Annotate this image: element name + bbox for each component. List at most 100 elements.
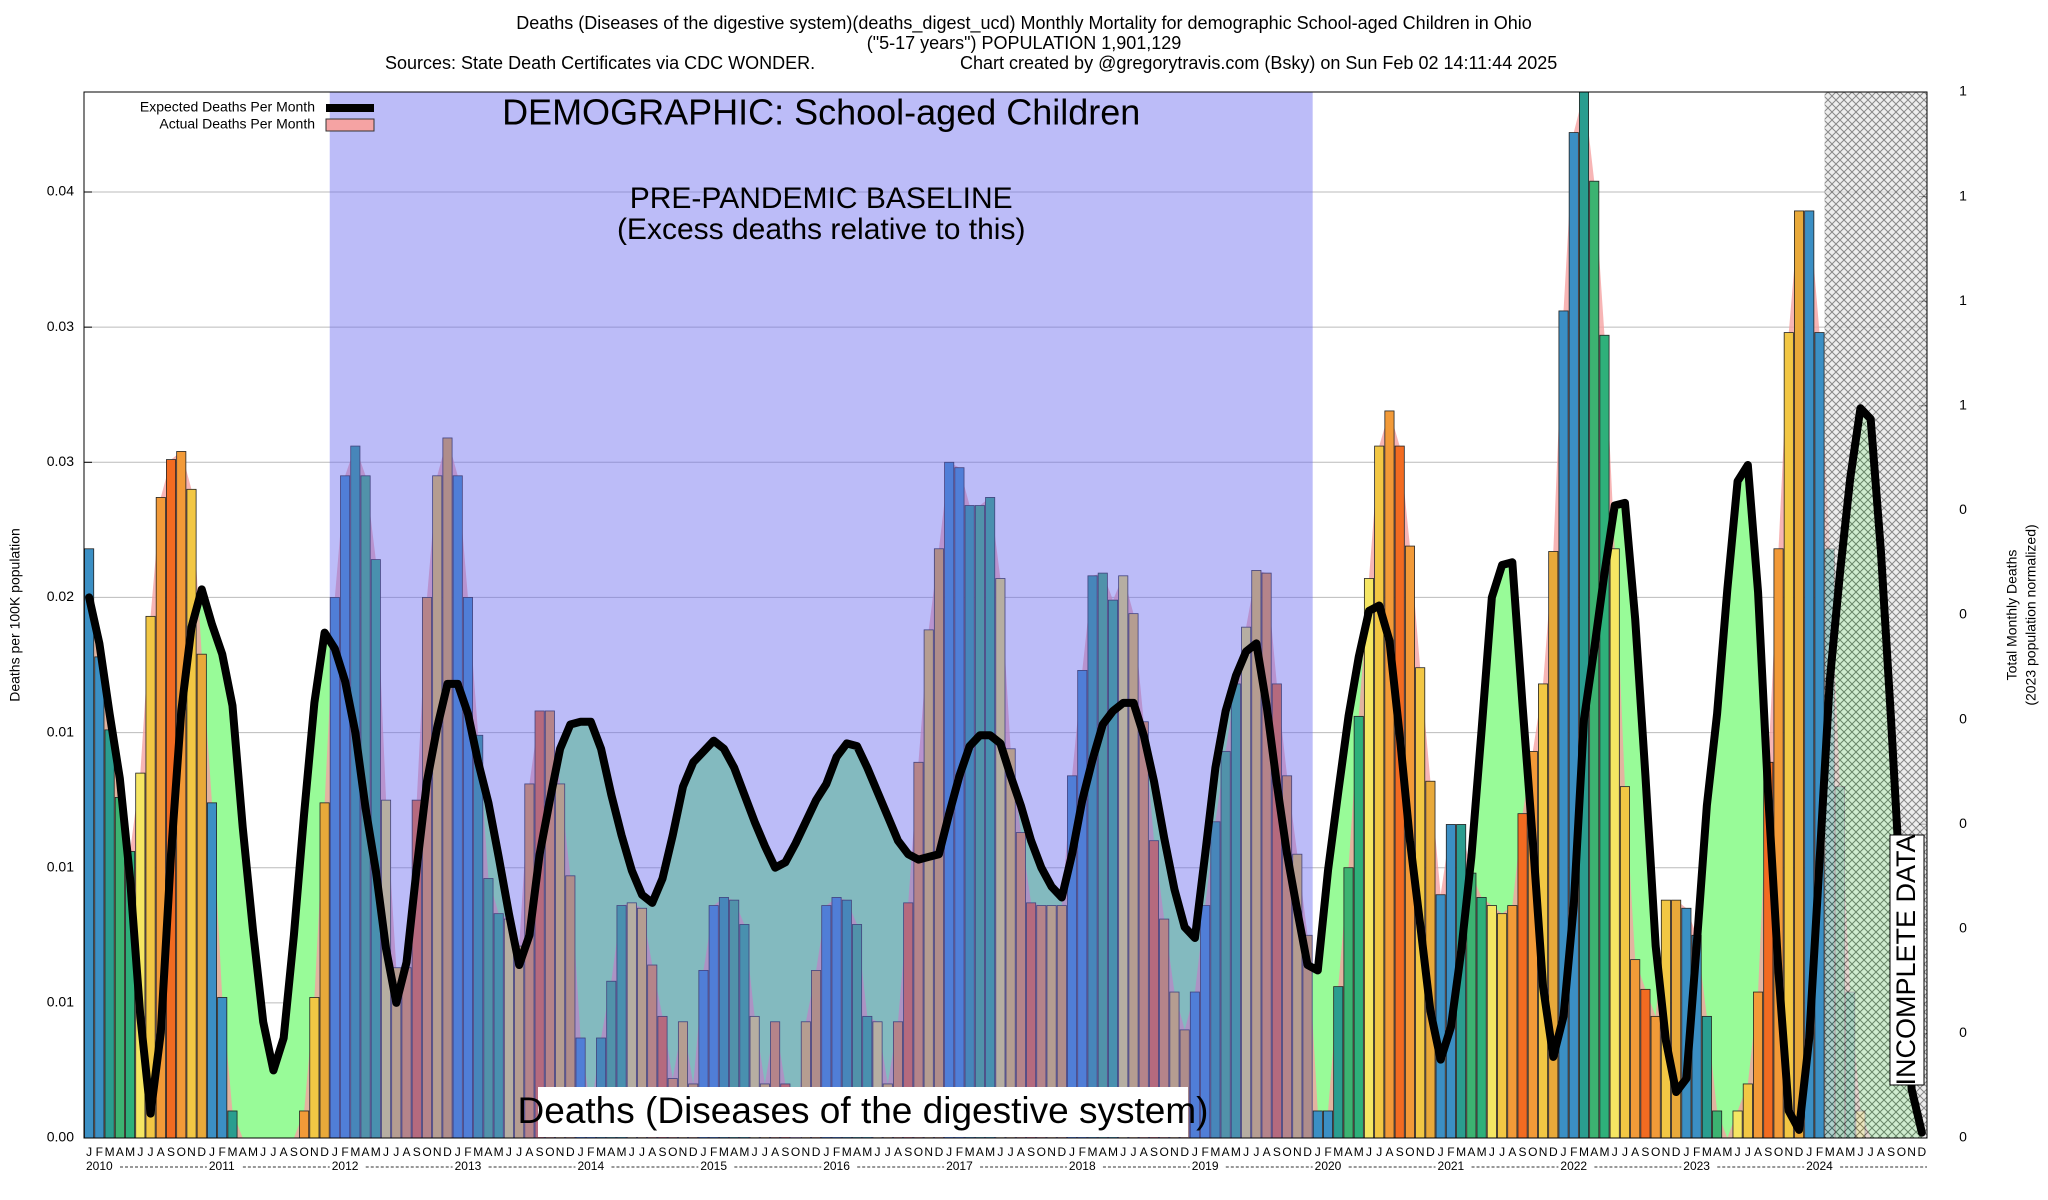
x-tick-label: J: [455, 1145, 461, 1159]
x-tick-label: N: [1170, 1145, 1179, 1159]
legend-swatch: [325, 118, 375, 132]
year-label: 2023: [1683, 1159, 1710, 1173]
x-tick-label: M: [350, 1145, 360, 1159]
x-tick-label: J: [1868, 1145, 1874, 1159]
bar: [1609, 548, 1620, 1139]
x-tick-label: F: [1693, 1145, 1700, 1159]
x-tick-label: M: [1456, 1145, 1466, 1159]
x-tick-label: S: [167, 1145, 175, 1159]
x-tick-label: O: [422, 1145, 431, 1159]
x-tick-label: M: [105, 1145, 115, 1159]
x-tick-label: F: [1079, 1145, 1086, 1159]
x-tick-label: A: [280, 1145, 288, 1159]
x-tick-label: A: [853, 1145, 861, 1159]
x-tick-label: N: [433, 1145, 442, 1159]
x-tick-label: N: [802, 1145, 811, 1159]
x-tick-label: A: [1713, 1145, 1721, 1159]
bar: [1312, 1110, 1323, 1139]
x-tick-label: D: [197, 1145, 206, 1159]
x-tick-label: F: [1447, 1145, 1454, 1159]
x-tick-label: S: [904, 1145, 912, 1159]
x-tick-label: J: [260, 1145, 266, 1159]
bar: [1578, 91, 1590, 1139]
x-tick-label: A: [484, 1145, 492, 1159]
x-tick-label: A: [771, 1145, 779, 1159]
x-tick-label: M: [494, 1145, 504, 1159]
y2-tick-label: 1: [1959, 187, 1967, 203]
bar: [1476, 897, 1487, 1139]
x-tick-label: J: [1561, 1145, 1567, 1159]
year-label: 2021: [1438, 1159, 1465, 1173]
x-tick-label: A: [1836, 1145, 1844, 1159]
x-tick-label: D: [1057, 1145, 1066, 1159]
x-tick-label: S: [781, 1145, 789, 1159]
y2-tick-label: 0: [1959, 606, 1967, 622]
bar: [1517, 813, 1528, 1139]
x-tick-label: J: [137, 1145, 143, 1159]
year-label: 2022: [1560, 1159, 1587, 1173]
x-tick-label: O: [914, 1145, 923, 1159]
x-tick-label: F: [1816, 1145, 1823, 1159]
legend-label: Actual Deaths Per Month: [159, 116, 315, 132]
x-tick-label: M: [596, 1145, 606, 1159]
y2-tick-label: 0: [1959, 501, 1967, 517]
x-tick-label: D: [689, 1145, 698, 1159]
x-tick-label: A: [1877, 1145, 1885, 1159]
x-tick-label: F: [1201, 1145, 1208, 1159]
bar: [1712, 1110, 1723, 1139]
x-tick-label: J: [1069, 1145, 1075, 1159]
y-tick-label: 0.00: [47, 1129, 74, 1145]
x-tick-label: F: [464, 1145, 471, 1159]
x-tick-label: J: [885, 1145, 891, 1159]
x-tick-label: F: [96, 1145, 103, 1159]
legend-label: Expected Deaths Per Month: [140, 99, 315, 115]
x-tick-label: M: [617, 1145, 627, 1159]
bar: [1742, 1083, 1753, 1139]
x-tick-label: J: [629, 1145, 635, 1159]
x-tick-label: J: [875, 1145, 881, 1159]
bar: [94, 656, 105, 1139]
x-tick-label: A: [362, 1145, 370, 1159]
x-tick-label: S: [1027, 1145, 1035, 1159]
x-tick-label: J: [1489, 1145, 1495, 1159]
x-tick-label: J: [1366, 1145, 1372, 1159]
x-tick-label: M: [1088, 1145, 1098, 1159]
x-tick-label: N: [924, 1145, 933, 1159]
y2-tick-label: 0: [1959, 1129, 1967, 1145]
x-tick-label: O: [791, 1145, 800, 1159]
title-line: ("5-17 years") POPULATION 1,901,129: [867, 33, 1182, 53]
x-tick-label: O: [1651, 1145, 1660, 1159]
x-tick-label: M: [125, 1145, 135, 1159]
x-tick-label: D: [1918, 1145, 1927, 1159]
x-tick-label: O: [545, 1145, 554, 1159]
x-tick-label: D: [1795, 1145, 1804, 1159]
x-tick-label: M: [1231, 1145, 1241, 1159]
expected-line: [85, 404, 1926, 1137]
x-tick-label: A: [1385, 1145, 1393, 1159]
x-tick-label: A: [1344, 1145, 1352, 1159]
bar: [1333, 986, 1344, 1139]
bar: [1619, 786, 1630, 1139]
x-tick-label: J: [1120, 1145, 1126, 1159]
x-tick-label: A: [1017, 1145, 1025, 1159]
x-tick-label: J: [639, 1145, 645, 1159]
bar: [1753, 991, 1764, 1139]
x-tick-label: A: [157, 1145, 165, 1159]
bar: [1343, 867, 1354, 1139]
x-tick-label: N: [679, 1145, 688, 1159]
x-tick-label: M: [227, 1145, 237, 1159]
demographic-label: DEMOGRAPHIC: School-aged Children: [502, 92, 1140, 133]
bar: [1568, 132, 1579, 1139]
year-label: 2013: [455, 1159, 482, 1173]
x-tick-label: N: [1539, 1145, 1548, 1159]
x-tick-label: S: [1150, 1145, 1158, 1159]
x-tick-label: A: [1508, 1145, 1516, 1159]
x-tick-label: M: [248, 1145, 258, 1159]
x-tick-label: A: [730, 1145, 738, 1159]
bar: [1497, 913, 1508, 1139]
x-tick-label: M: [1333, 1145, 1343, 1159]
x-tick-label: S: [413, 1145, 421, 1159]
x-tick-label: S: [1764, 1145, 1772, 1159]
x-tick-label: N: [1416, 1145, 1425, 1159]
cause-box: [538, 1087, 1188, 1137]
